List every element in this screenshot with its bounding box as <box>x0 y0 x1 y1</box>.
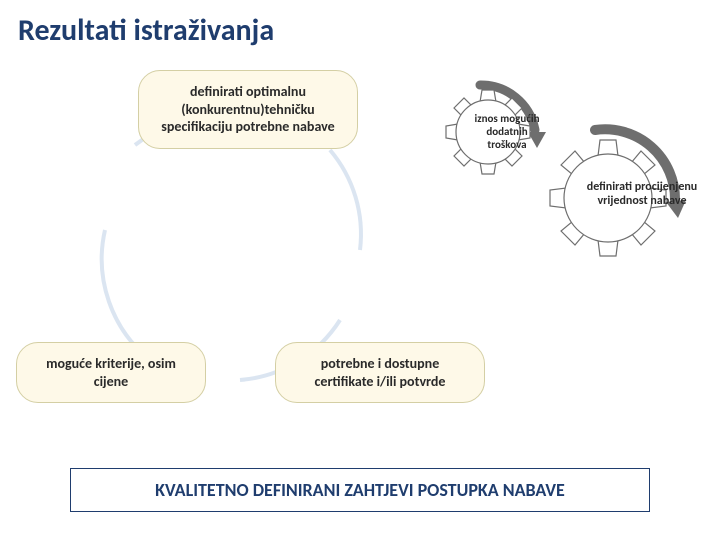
cycle-bubble-top: definirati optimalnu (konkurentnu)tehnič… <box>138 70 358 149</box>
page-title: Rezultati istraživanja <box>18 12 274 49</box>
cycle-bubble-left: moguće kriterije, osim cijene <box>16 342 206 403</box>
gear-label-small: iznos mogućih dodatnih troškova <box>472 112 542 152</box>
conclusion-box: KVALITETNO DEFINIRANI ZAHTJEVI POSTUPKA … <box>70 468 650 512</box>
gear-label-large: definirati procijenjenu vrijednost nabav… <box>582 180 702 209</box>
cycle-bubble-right: potrebne i dostupne certifikate i/ili po… <box>275 342 485 403</box>
